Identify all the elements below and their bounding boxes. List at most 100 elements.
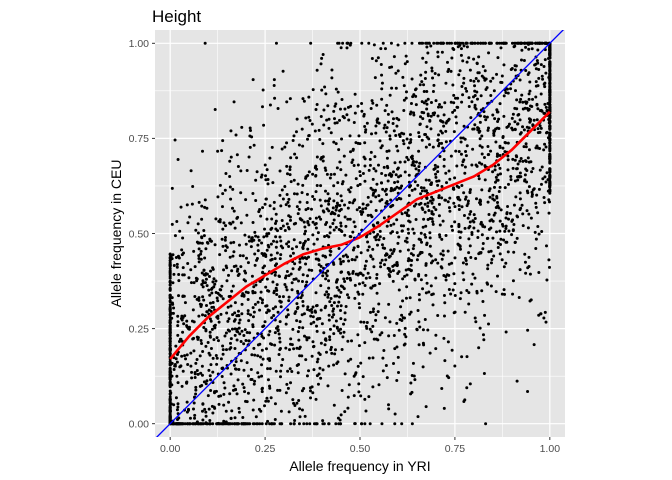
data-point [511,228,515,232]
data-point [512,250,516,254]
data-point [500,258,504,262]
data-point [476,126,480,130]
data-point [348,201,352,205]
data-point [527,212,531,216]
data-point [391,279,395,283]
data-point [274,41,278,45]
data-point [373,76,377,80]
data-point [289,422,293,426]
data-point [405,137,409,141]
data-point [300,389,304,393]
data-point [266,419,270,423]
data-point [469,116,473,120]
data-point [209,347,213,350]
data-point [283,282,287,286]
data-point [500,81,504,85]
data-point [413,277,417,281]
data-point [434,172,438,176]
data-point [504,330,508,334]
data-point [411,160,415,164]
data-point [237,410,241,414]
data-point [265,168,269,172]
data-point [317,258,321,262]
data-point [314,108,318,112]
data-point [289,218,293,222]
data-point [245,169,249,173]
data-point [348,43,352,47]
data-point [370,99,374,103]
data-point [548,72,552,76]
data-point [430,69,434,73]
data-point [352,163,356,167]
data-point [396,43,400,47]
data-point [522,128,526,132]
data-point [409,102,413,106]
data-point [493,117,497,121]
data-point [350,161,354,165]
data-point [290,247,294,251]
data-point [380,243,384,247]
data-point [485,115,489,119]
data-point [504,227,508,231]
data-point [489,149,493,153]
data-point [218,183,222,187]
data-point [519,156,523,160]
data-point [529,216,533,220]
data-point [375,273,379,277]
data-point [281,224,285,228]
data-point [498,219,502,223]
data-point [371,101,375,105]
data-point [427,41,431,45]
data-point [514,41,518,45]
data-point [483,69,487,73]
data-point [527,255,531,259]
data-point [333,294,337,298]
data-point [314,304,318,308]
data-point [402,132,406,136]
data-point [380,144,384,148]
data-point [202,228,206,232]
data-point [315,360,319,364]
data-point [337,214,341,218]
data-point [518,191,522,195]
data-point [202,380,206,384]
data-point [463,256,467,260]
data-point [294,277,298,281]
data-point [392,55,396,59]
data-point [321,209,325,213]
data-point [305,422,309,426]
data-point [462,44,466,48]
data-point [348,134,352,138]
data-point [306,305,310,309]
data-point [310,310,314,314]
data-point [319,62,323,66]
data-point [393,187,397,191]
data-point [321,159,325,163]
data-point [235,338,239,342]
data-point [307,115,311,119]
data-point [525,180,529,184]
data-point [250,353,254,357]
data-point [323,235,327,239]
data-point [272,78,276,82]
data-point [456,96,460,100]
data-point [272,84,276,88]
data-point [285,100,289,104]
data-point [197,254,201,258]
data-point [481,65,485,69]
data-point [281,69,285,73]
data-point [409,263,413,267]
data-point [263,320,267,324]
data-point [302,242,306,246]
data-point [252,285,256,289]
data-point [332,228,336,232]
data-point [253,252,257,256]
data-point [273,331,277,335]
data-point [194,422,198,426]
data-point [354,272,358,276]
data-point [289,337,293,341]
data-point [289,342,292,346]
data-point [232,384,236,388]
data-point [200,342,204,346]
data-point [174,344,178,348]
